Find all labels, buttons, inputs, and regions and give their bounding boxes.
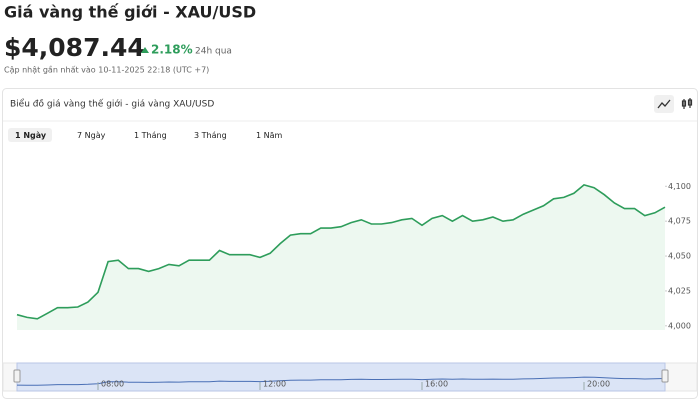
navigator-handle[interactable] bbox=[13, 369, 21, 383]
x-tick-label: 08:00 bbox=[101, 380, 124, 389]
change: 2.18% bbox=[151, 43, 193, 57]
navigator-handle[interactable] bbox=[661, 369, 669, 383]
price-line bbox=[16, 184, 666, 320]
y-tick-label: 4,100 bbox=[668, 182, 691, 191]
updated: Cập nhật gần nhất vào 10-11-2025 22:18 (… bbox=[4, 65, 209, 76]
price: $4,087.44 bbox=[4, 33, 145, 62]
x-tick-label: 12:00 bbox=[263, 380, 286, 389]
tab[interactable]: 3 Tháng bbox=[194, 131, 227, 140]
tab-active bbox=[8, 128, 52, 142]
tab[interactable]: 1 Ngày bbox=[15, 131, 47, 140]
change-period: 24h qua bbox=[195, 47, 232, 57]
tab[interactable]: 1 Năm bbox=[256, 131, 283, 140]
y-tick-label: 4,075 bbox=[668, 217, 691, 226]
line-icon bbox=[657, 99, 671, 109]
navigator-line bbox=[16, 376, 666, 386]
y-tick-label: 4,025 bbox=[668, 286, 691, 295]
page-title: Giá vàng thế giới - XAU/USD bbox=[4, 3, 256, 22]
x-tick-label: 20:00 bbox=[587, 380, 610, 389]
line-mode-button[interactable] bbox=[654, 95, 674, 113]
y-tick-label: 4,050 bbox=[668, 252, 691, 261]
tab[interactable]: 1 Tháng bbox=[134, 131, 167, 140]
candle-mode-button[interactable] bbox=[681, 98, 693, 109]
up-arrow bbox=[141, 47, 149, 53]
x-tick-label: 16:00 bbox=[425, 380, 448, 389]
navigator-selection bbox=[16, 362, 666, 392]
y-tick-label: 4,000 bbox=[668, 321, 691, 330]
tab[interactable]: 7 Ngày bbox=[77, 131, 106, 140]
panel-title: Biểu đồ giá vàng thế giới - giá vàng XAU… bbox=[10, 99, 214, 110]
area-fill bbox=[17, 184, 665, 330]
